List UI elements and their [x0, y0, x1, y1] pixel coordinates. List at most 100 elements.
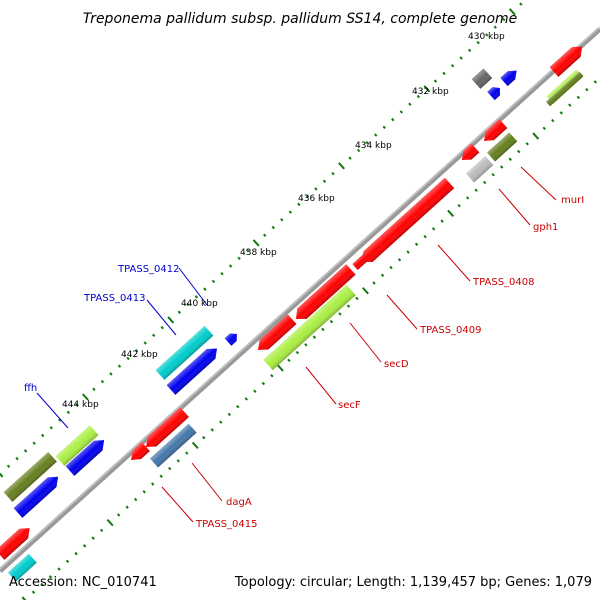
tick-mark	[433, 79, 438, 83]
feature-gray-small[interactable]	[471, 68, 493, 89]
feature-red-432[interactable]	[458, 143, 480, 164]
feature-red-432-b-shade	[484, 119, 508, 141]
feature-olive-444[interactable]	[3, 451, 57, 502]
tick-mark	[227, 412, 231, 417]
tick-mark	[133, 497, 138, 502]
label-murI[interactable]: murI	[561, 195, 584, 206]
feature-red-432-b[interactable]	[480, 119, 508, 145]
feature-blue-small-2[interactable]	[500, 67, 520, 87]
label-ffh[interactable]: ffh	[24, 383, 37, 394]
tick-mark	[423, 234, 427, 239]
tick-label-430: 430 kbp	[468, 32, 505, 42]
leader-TPASS_0412	[178, 267, 208, 306]
label-dagA[interactable]: dagA	[226, 497, 252, 508]
gene-labels: murI gph1 TPASS_0408 TPASS_0409 secD sec…	[24, 195, 584, 530]
tick-mark	[416, 94, 421, 99]
tick-mark	[57, 567, 61, 571]
feature-dagA[interactable]	[142, 407, 189, 452]
tick-mark	[593, 80, 598, 84]
tick-mark	[49, 426, 53, 430]
tick-mark	[176, 459, 180, 463]
tick-mark	[485, 33, 489, 37]
tick-mark	[228, 264, 233, 268]
tick-mark	[457, 203, 461, 208]
tick-mark	[423, 85, 431, 93]
label-TPASS_0415[interactable]: TPASS_0415	[195, 519, 257, 530]
feature-TPASS_0413[interactable]	[166, 344, 222, 395]
tick-label-432: 432 kbp	[412, 87, 449, 97]
tick-mark	[32, 441, 36, 445]
feature-blue-arrow-440-shade	[224, 333, 237, 346]
feature-TPASS_0409-shade	[296, 264, 356, 319]
gene-features	[0, 42, 587, 582]
feature-blue-arrow-440[interactable]	[224, 330, 241, 346]
label-TPASS_0409[interactable]: TPASS_0409	[419, 325, 481, 336]
label-secD[interactable]: secD	[384, 359, 409, 370]
tick-mark	[58, 418, 62, 422]
tick-mark	[447, 209, 455, 218]
tick-mark	[380, 273, 385, 277]
tick-mark	[186, 302, 190, 307]
feature-olive-444-shade	[3, 451, 57, 502]
tick-mark	[210, 428, 214, 432]
tick-mark	[99, 528, 104, 533]
tick-mark	[276, 364, 284, 372]
tick-mark	[6, 464, 11, 469]
feature-cyan-bottom-left[interactable]	[7, 553, 37, 582]
label-TPASS_0408[interactable]: TPASS_0408	[472, 277, 534, 288]
leader-secF	[305, 366, 337, 405]
leader-secD	[349, 322, 382, 363]
tick-mark	[338, 312, 342, 316]
tick-labels: 430 kbp 432 kbp 434 kbp 436 kbp 438 kbp …	[62, 32, 505, 410]
tick-mark	[109, 372, 113, 376]
label-TPASS_0413[interactable]: TPASS_0413	[83, 293, 145, 304]
feature-red-top-right[interactable]	[549, 42, 587, 77]
tick-mark	[271, 225, 275, 230]
tick-mark	[297, 202, 301, 207]
feature-dagA-shade	[146, 407, 189, 447]
feature-blue-small-1[interactable]	[487, 84, 503, 101]
label-TPASS_0412[interactable]: TPASS_0412	[117, 264, 179, 275]
tick-mark	[440, 219, 444, 223]
feature-secD[interactable]	[254, 314, 297, 354]
feature-TPASS_0415[interactable]	[127, 442, 150, 464]
tick-track-inner	[21, 80, 598, 600]
feature-TPASS_0412[interactable]	[155, 325, 214, 380]
tick-mark	[568, 103, 572, 107]
tick-mark	[202, 435, 206, 440]
feature-blue-small-2-shade	[500, 70, 517, 87]
feature-steel-dagA[interactable]	[149, 423, 197, 468]
feature-TPASS_0409[interactable]	[291, 264, 356, 324]
feature-TPASS_0415-shade	[131, 442, 150, 460]
tick-mark	[220, 272, 224, 276]
feature-olive-top-right[interactable]	[545, 71, 584, 107]
tick-label-434: 434 kbp	[355, 141, 392, 151]
feature-gph1[interactable]	[465, 156, 494, 183]
feature-blue-444-a[interactable]	[13, 472, 63, 518]
tick-mark	[406, 250, 410, 254]
tick-mark	[237, 256, 241, 261]
feature-TPASS_0408[interactable]	[357, 177, 455, 267]
label-secF[interactable]: secF	[338, 400, 361, 411]
feature-small-red-0408[interactable]	[352, 254, 369, 270]
tick-mark	[91, 536, 95, 540]
tick-mark	[508, 8, 516, 16]
tick-mark	[167, 316, 175, 324]
tick-mark	[474, 188, 478, 192]
tick-mark	[126, 356, 130, 361]
tick-mark	[322, 179, 327, 183]
feature-ffh[interactable]	[55, 425, 99, 466]
tick-mark	[177, 310, 181, 314]
feature-secF-shade	[263, 284, 356, 371]
feature-secF[interactable]	[263, 284, 356, 371]
tick-track-outer	[0, 2, 523, 478]
tick-mark	[66, 410, 70, 415]
feature-red-bottom-left[interactable]	[0, 523, 34, 560]
feature-blue-444-b[interactable]	[65, 435, 109, 476]
label-gph1[interactable]: gph1	[533, 222, 558, 233]
tick-mark	[459, 56, 463, 60]
feature-murI[interactable]	[486, 132, 518, 162]
tick-mark	[542, 126, 546, 131]
